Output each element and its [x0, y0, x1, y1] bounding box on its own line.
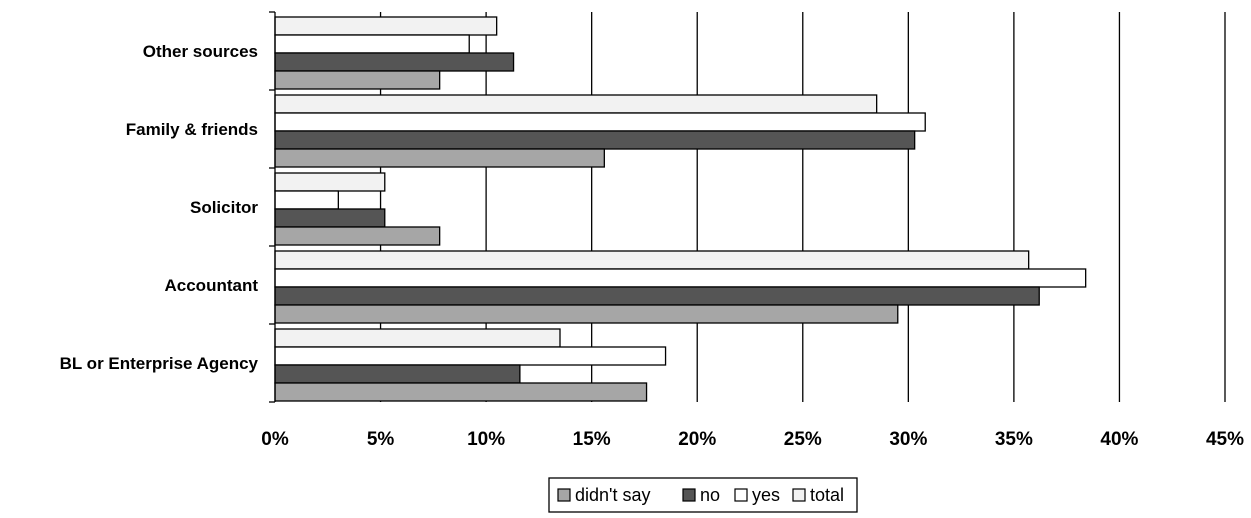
x-tick-label: 10% — [467, 429, 505, 450]
legend-box — [548, 477, 858, 513]
x-tick-label: 40% — [1100, 429, 1138, 450]
bar-1-2 — [274, 130, 916, 150]
bar-2-0 — [274, 172, 386, 192]
axis-layer: Other sources Family & friends Solicitor Ac… — [60, 11, 1244, 450]
legend: didn't say no yes total — [548, 477, 858, 513]
bar-0-2 — [274, 52, 515, 72]
bar-4-0 — [274, 328, 561, 348]
bar-0-0 — [274, 16, 498, 36]
bar-3-1 — [274, 268, 1087, 288]
bar-2-1 — [274, 190, 339, 210]
bar-2-3 — [274, 226, 441, 246]
category-label: Solicitor — [190, 198, 258, 217]
category-label: Family & friends — [126, 120, 258, 139]
category-label: BL or Enterprise Agency — [60, 354, 259, 373]
legend-swatch — [734, 488, 748, 502]
bar-1-0 — [274, 94, 878, 114]
x-tick-label: 15% — [573, 429, 611, 450]
x-tick-label: 30% — [889, 429, 927, 450]
legend-entry: no — [700, 485, 720, 505]
bar-1-3 — [274, 148, 605, 168]
bar-4-1 — [274, 346, 667, 366]
x-tick-label: 5% — [367, 429, 395, 450]
x-tick-label: 35% — [995, 429, 1033, 450]
bar-0-1 — [274, 34, 470, 54]
bar-layer — [274, 16, 1087, 402]
x-tick-label: 45% — [1206, 429, 1244, 450]
x-tick-label: 20% — [678, 429, 716, 450]
legend-entry: total — [810, 485, 844, 505]
bar-2-2 — [274, 208, 386, 228]
category-label: Other sources — [143, 42, 258, 61]
bar-0-3 — [274, 70, 441, 90]
bar-4-2 — [274, 364, 521, 384]
bar-3-2 — [274, 286, 1040, 306]
legend-swatch — [557, 488, 571, 502]
bar-3-3 — [274, 304, 899, 324]
legend-swatch — [682, 488, 696, 502]
bar-1-1 — [274, 112, 926, 132]
bar-4-3 — [274, 382, 648, 402]
legend-entry: yes — [752, 485, 780, 505]
legend-entry: didn't say — [575, 485, 650, 505]
grid-layer — [379, 12, 1226, 402]
legend-swatch — [792, 488, 806, 502]
category-label: Accountant — [165, 276, 259, 295]
bar-3-0 — [274, 250, 1030, 270]
x-tick-label: 0% — [261, 429, 289, 450]
x-tick-label: 25% — [784, 429, 822, 450]
